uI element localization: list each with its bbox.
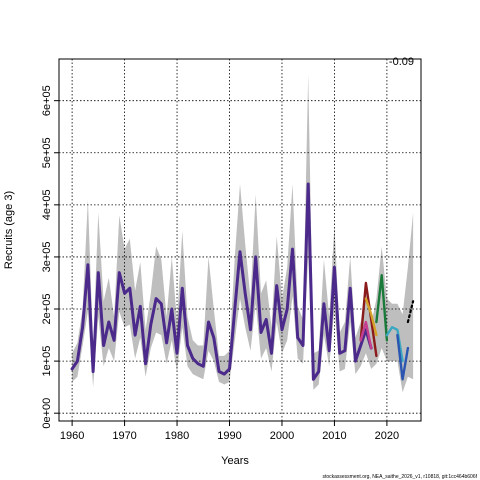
- x-tick-label: 2020: [375, 430, 399, 442]
- series-line: [359, 281, 378, 358]
- x-tick-label: 1990: [217, 430, 241, 442]
- x-tick-label: 1980: [165, 430, 189, 442]
- y-tick-label: 3e+05: [41, 241, 53, 272]
- y-tick-layer: 0e+00 1e+05 2e+05 3e+05 4e+05 5e+05 6e+05: [41, 85, 59, 429]
- x-tick-label: 2010: [322, 430, 346, 442]
- y-tick-label: 4e+05: [41, 189, 53, 220]
- y-tick-label: 2e+05: [41, 294, 53, 325]
- series-line: [375, 274, 389, 342]
- x-tick-label: 1970: [112, 430, 136, 442]
- footer-text: stockassessment.org, NEA_saithe_2026_v1,…: [322, 474, 477, 480]
- series-line: [396, 333, 410, 381]
- y-tick-label: 1e+05: [41, 346, 53, 377]
- series-line: [385, 326, 404, 363]
- x-tick-layer: 1960 1970 1980 1990 2000 2010 2020: [60, 421, 399, 442]
- y-tick-label: 5e+05: [41, 137, 53, 168]
- series-line: [364, 297, 378, 337]
- y-axis-title: Recruits (age 3): [3, 191, 15, 269]
- x-tick-label: 1960: [60, 430, 84, 442]
- series-line: [406, 300, 415, 324]
- grid-layer: [59, 59, 421, 421]
- y-tick-label: 6e+05: [41, 85, 53, 116]
- y-tick-label: 0e+00: [41, 398, 53, 429]
- series-line: [70, 182, 373, 381]
- plot-frame: [58, 58, 422, 422]
- series-line: [359, 320, 373, 350]
- confidence-band: [72, 74, 414, 393]
- x-axis-title: Years: [221, 455, 249, 467]
- corner-value: -0.09: [389, 56, 414, 68]
- x-tick-label: 2000: [270, 430, 294, 442]
- confidence-band-layer: [72, 74, 414, 393]
- axis-layer: [58, 58, 422, 422]
- series-layer: [70, 182, 415, 381]
